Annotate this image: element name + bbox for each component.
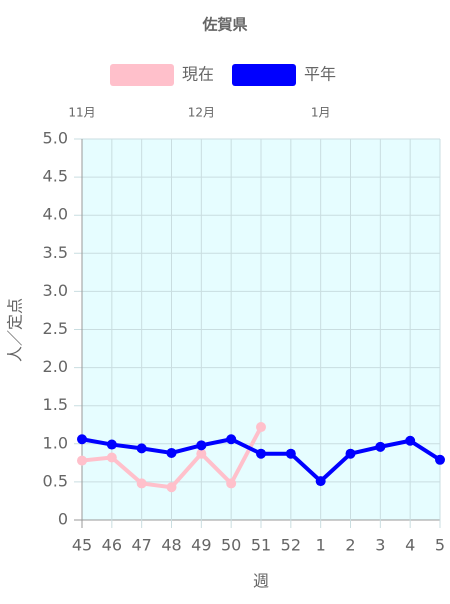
y-tick-label: 1.0 <box>43 433 68 452</box>
y-tick-label: 2.5 <box>43 319 68 338</box>
data-point <box>315 476 326 487</box>
x-axis-label: 週 <box>253 572 269 591</box>
legend-swatch <box>232 64 296 86</box>
data-point <box>136 478 147 489</box>
data-point <box>256 422 266 433</box>
data-point <box>77 434 87 445</box>
data-point <box>435 454 445 465</box>
x-tick-label: 52 <box>281 536 301 555</box>
data-point <box>196 440 207 451</box>
data-point <box>166 447 177 458</box>
x-tick-label: 50 <box>221 536 241 555</box>
chart-title: 佐賀県 <box>201 16 247 34</box>
data-point <box>405 435 416 446</box>
x-tick-label: 3 <box>375 536 385 555</box>
data-point <box>226 478 237 489</box>
x-tick-label: 5 <box>435 536 445 555</box>
x-tick-label: 45 <box>72 536 92 555</box>
y-axis-label: 人／定点 <box>6 298 25 362</box>
data-point <box>285 448 296 459</box>
data-point <box>345 448 356 459</box>
data-point <box>375 441 386 452</box>
data-point <box>136 443 147 454</box>
legend-swatch <box>110 64 174 86</box>
data-point <box>77 455 87 466</box>
data-point <box>106 439 117 450</box>
y-tick-label: 0 <box>58 510 68 529</box>
x-tick-label: 49 <box>191 536 211 555</box>
legend-label: 現在 <box>182 65 214 84</box>
data-point <box>196 448 207 459</box>
y-tick-label: 1.5 <box>43 395 68 414</box>
x-tick-label: 4 <box>405 536 415 555</box>
data-point <box>226 434 237 445</box>
y-tick-label: 5.0 <box>43 129 68 148</box>
data-point <box>166 482 177 493</box>
y-tick-label: 0.5 <box>43 471 68 490</box>
y-tick-label: 4.5 <box>43 167 68 186</box>
y-tick-label: 3.5 <box>43 243 68 262</box>
y-tick-label: 4.0 <box>43 205 68 224</box>
x-tick-label: 47 <box>131 536 151 555</box>
x-tick-label: 51 <box>251 536 271 555</box>
x-tick-label: 2 <box>345 536 355 555</box>
top-axis-label: 12月 <box>188 106 215 120</box>
x-tick-label: 1 <box>316 536 326 555</box>
x-tick-label: 46 <box>102 536 122 555</box>
y-tick-label: 3.0 <box>43 281 68 300</box>
data-point <box>106 452 117 463</box>
y-tick-label: 2.0 <box>43 357 68 376</box>
top-axis-label: 11月 <box>68 106 95 120</box>
data-point <box>256 448 266 459</box>
top-axis-label: 1月 <box>311 106 331 120</box>
legend-label: 平年 <box>304 65 336 84</box>
x-tick-label: 48 <box>161 536 181 555</box>
